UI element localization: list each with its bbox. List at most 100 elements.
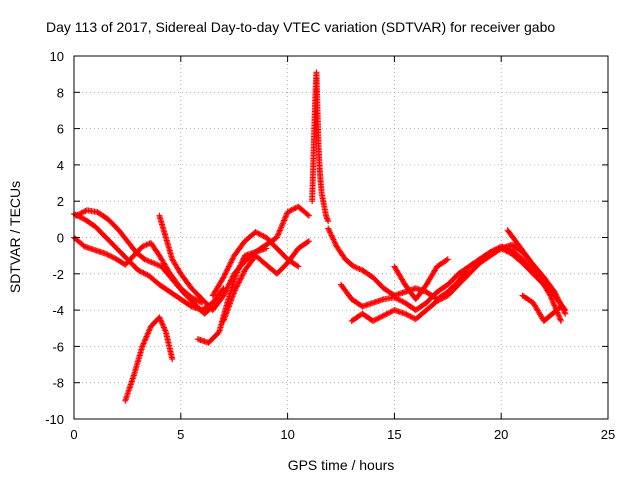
data-point [352, 264, 359, 271]
data-point [148, 259, 155, 266]
data-point [436, 296, 443, 303]
series-track-n [519, 292, 565, 324]
data-point [438, 295, 445, 302]
data-point [294, 262, 301, 269]
data-point [253, 229, 260, 236]
data-point [551, 288, 558, 295]
data-point [408, 314, 415, 321]
data-point [225, 263, 232, 270]
data-point [295, 263, 302, 270]
data-point [221, 273, 228, 280]
data-point [439, 295, 446, 302]
data-point [547, 293, 554, 300]
data-point [350, 263, 357, 270]
data-point [556, 315, 563, 322]
y-tick-label: -6 [52, 339, 64, 354]
data-point [139, 343, 146, 350]
data-point [549, 296, 556, 303]
data-point [238, 273, 245, 280]
series-track-k [348, 241, 569, 324]
data-point [549, 298, 556, 305]
data-point [108, 253, 115, 260]
data-point [556, 298, 563, 305]
data-point [139, 269, 146, 276]
data-point [284, 209, 291, 216]
data-point [145, 329, 152, 336]
data-point [376, 314, 383, 321]
data-point [556, 313, 563, 320]
data-point [378, 313, 385, 320]
data-point [260, 233, 267, 240]
data-point [140, 242, 147, 249]
data-point [554, 295, 561, 302]
y-tick-label: 8 [57, 85, 64, 100]
data-point [560, 308, 567, 315]
x-tick-labels: 0 5 10 15 20 25 [70, 427, 615, 442]
data-point [357, 266, 364, 273]
data-point [327, 231, 334, 238]
data-point [550, 301, 557, 308]
data-point [144, 257, 151, 264]
data-point [141, 339, 148, 346]
data-point [111, 254, 118, 261]
data-point [562, 310, 569, 317]
data-point [282, 213, 289, 220]
data-point [434, 298, 441, 305]
data-point [227, 259, 234, 266]
data-point [328, 232, 335, 239]
data-point [325, 225, 332, 232]
data-point [140, 340, 147, 347]
data-point [391, 294, 398, 301]
series-track-peak [309, 69, 332, 225]
data-point [372, 316, 379, 323]
data-point [222, 288, 229, 295]
x-tick-label: 10 [280, 427, 294, 442]
data-point [403, 311, 410, 318]
data-point [554, 294, 561, 301]
data-point [142, 336, 149, 343]
data-point [141, 270, 148, 277]
y-tick-label: 4 [57, 158, 64, 173]
grid-lines [74, 56, 608, 419]
data-point [221, 271, 228, 278]
data-point [155, 262, 162, 269]
data-point [231, 287, 238, 294]
data-point [402, 310, 409, 317]
data-point [77, 210, 84, 217]
data-point [395, 296, 402, 303]
data-point [147, 258, 154, 265]
data-point [107, 252, 114, 259]
data-points [71, 69, 569, 404]
data-point [75, 211, 82, 218]
data-point [279, 221, 286, 228]
data-point [280, 218, 287, 225]
data-point [325, 218, 332, 225]
data-point [289, 206, 296, 213]
data-point [560, 306, 567, 313]
data-point [103, 250, 110, 257]
data-point [145, 258, 152, 265]
data-point [291, 205, 298, 212]
series-track-f [194, 203, 312, 346]
data-point [235, 266, 242, 273]
data-point [305, 238, 312, 245]
data-point [329, 235, 336, 242]
data-point [142, 242, 149, 249]
data-point [237, 276, 244, 283]
data-point [228, 258, 235, 265]
data-point [146, 327, 153, 334]
y-tick-label: -2 [52, 267, 64, 282]
data-point [237, 262, 244, 269]
data-point [353, 264, 360, 271]
x-tick-label: 25 [601, 427, 615, 442]
data-point [407, 313, 414, 320]
data-point [371, 317, 378, 324]
data-point [256, 231, 263, 238]
data-point [399, 298, 406, 305]
data-point [275, 230, 282, 237]
data-point [305, 212, 312, 219]
data-point [304, 211, 311, 218]
data-point [555, 312, 562, 319]
data-point [233, 283, 240, 290]
data-point [237, 261, 244, 268]
